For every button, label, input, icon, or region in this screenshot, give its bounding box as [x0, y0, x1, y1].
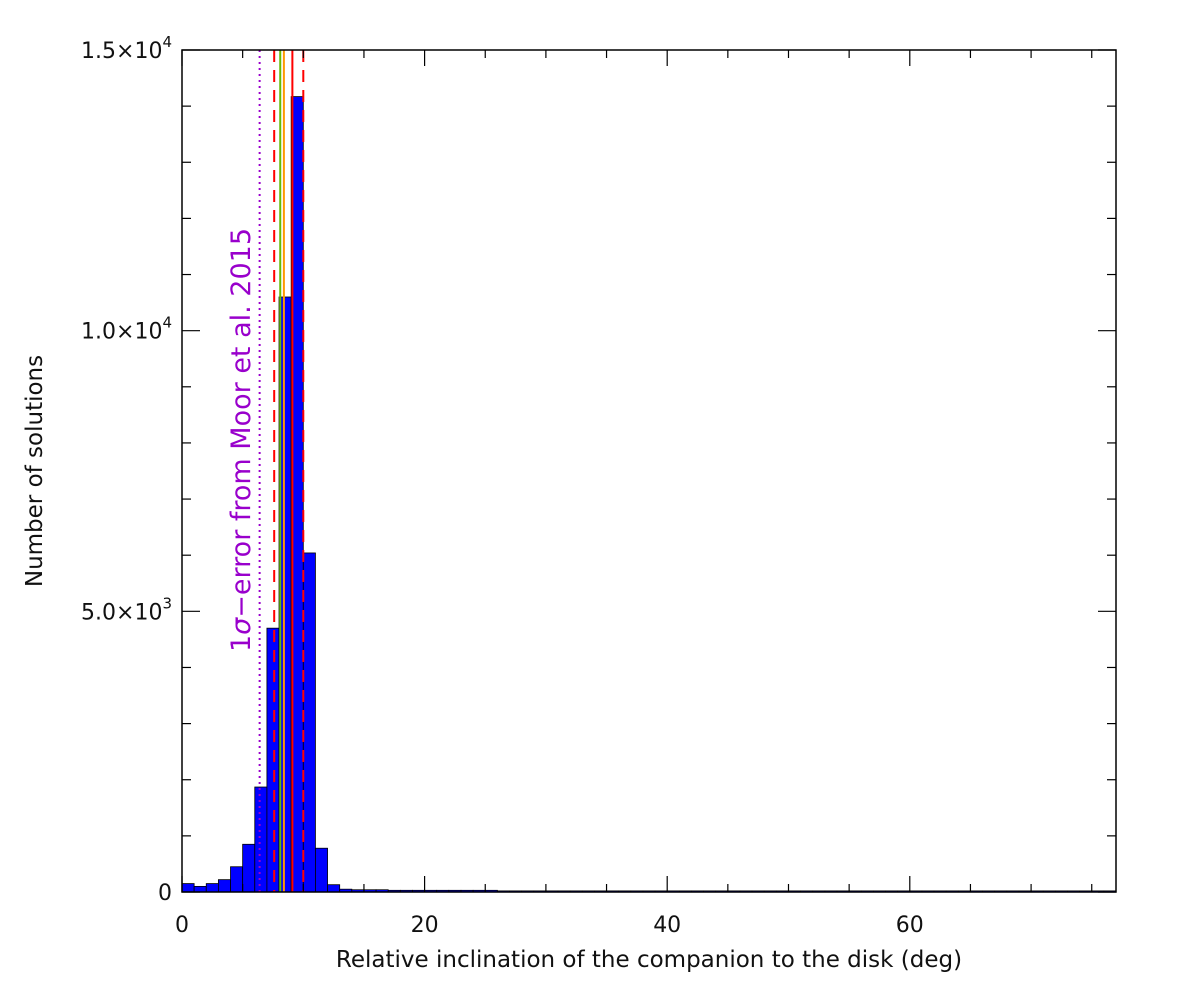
- annotation-sigma: σ: [226, 617, 257, 635]
- x-tick-label: 0: [175, 913, 189, 938]
- x-tick-label: 20: [411, 913, 439, 938]
- histogram-bar: [242, 843, 256, 893]
- y-tick-label-base: 0: [158, 881, 172, 906]
- y-tick-label: 5.0×103: [81, 594, 172, 625]
- axis-ticks: [181, 49, 1116, 893]
- histogram-bars: [181, 96, 1117, 893]
- reference-lines: [258, 50, 305, 892]
- x-tick-label: 60: [896, 913, 924, 938]
- annotation-prefix: 1: [226, 635, 257, 652]
- histogram-bar: [230, 866, 244, 893]
- x-tick-label: 40: [653, 913, 681, 938]
- moor-error-annotation: 1σ−error from Moor et al. 2015: [226, 228, 257, 652]
- histogram-bar: [302, 552, 316, 893]
- histogram-bar: [315, 847, 328, 893]
- histogram-bar: [266, 627, 280, 893]
- y-tick-label: 0: [158, 881, 172, 906]
- histogram-bar: [193, 885, 207, 893]
- x-axis-title: Relative inclination of the companion to…: [336, 947, 962, 973]
- y-tick-label-base: 1.5×10: [81, 39, 162, 64]
- y-tick-label-base: 5.0×10: [81, 600, 162, 625]
- plot-frame: [181, 49, 1117, 893]
- y-tick-label-exponent: 4: [162, 314, 172, 332]
- y-tick-label-base: 1.0×10: [81, 320, 162, 345]
- y-axis-title: Number of solutions: [22, 355, 48, 587]
- y-tick-label-exponent: 4: [162, 33, 172, 51]
- histogram-bar: [181, 883, 195, 893]
- histogram-bar: [205, 883, 219, 893]
- y-tick-label: 1.5×104: [81, 33, 172, 64]
- annotation-suffix: −error from Moor et al. 2015: [226, 228, 257, 618]
- y-tick-label-exponent: 3: [162, 594, 172, 612]
- histogram-bar: [254, 786, 268, 893]
- histogram-bar: [217, 879, 231, 893]
- y-tick-label: 1.0×104: [81, 314, 172, 345]
- histogram-bar: [327, 884, 341, 893]
